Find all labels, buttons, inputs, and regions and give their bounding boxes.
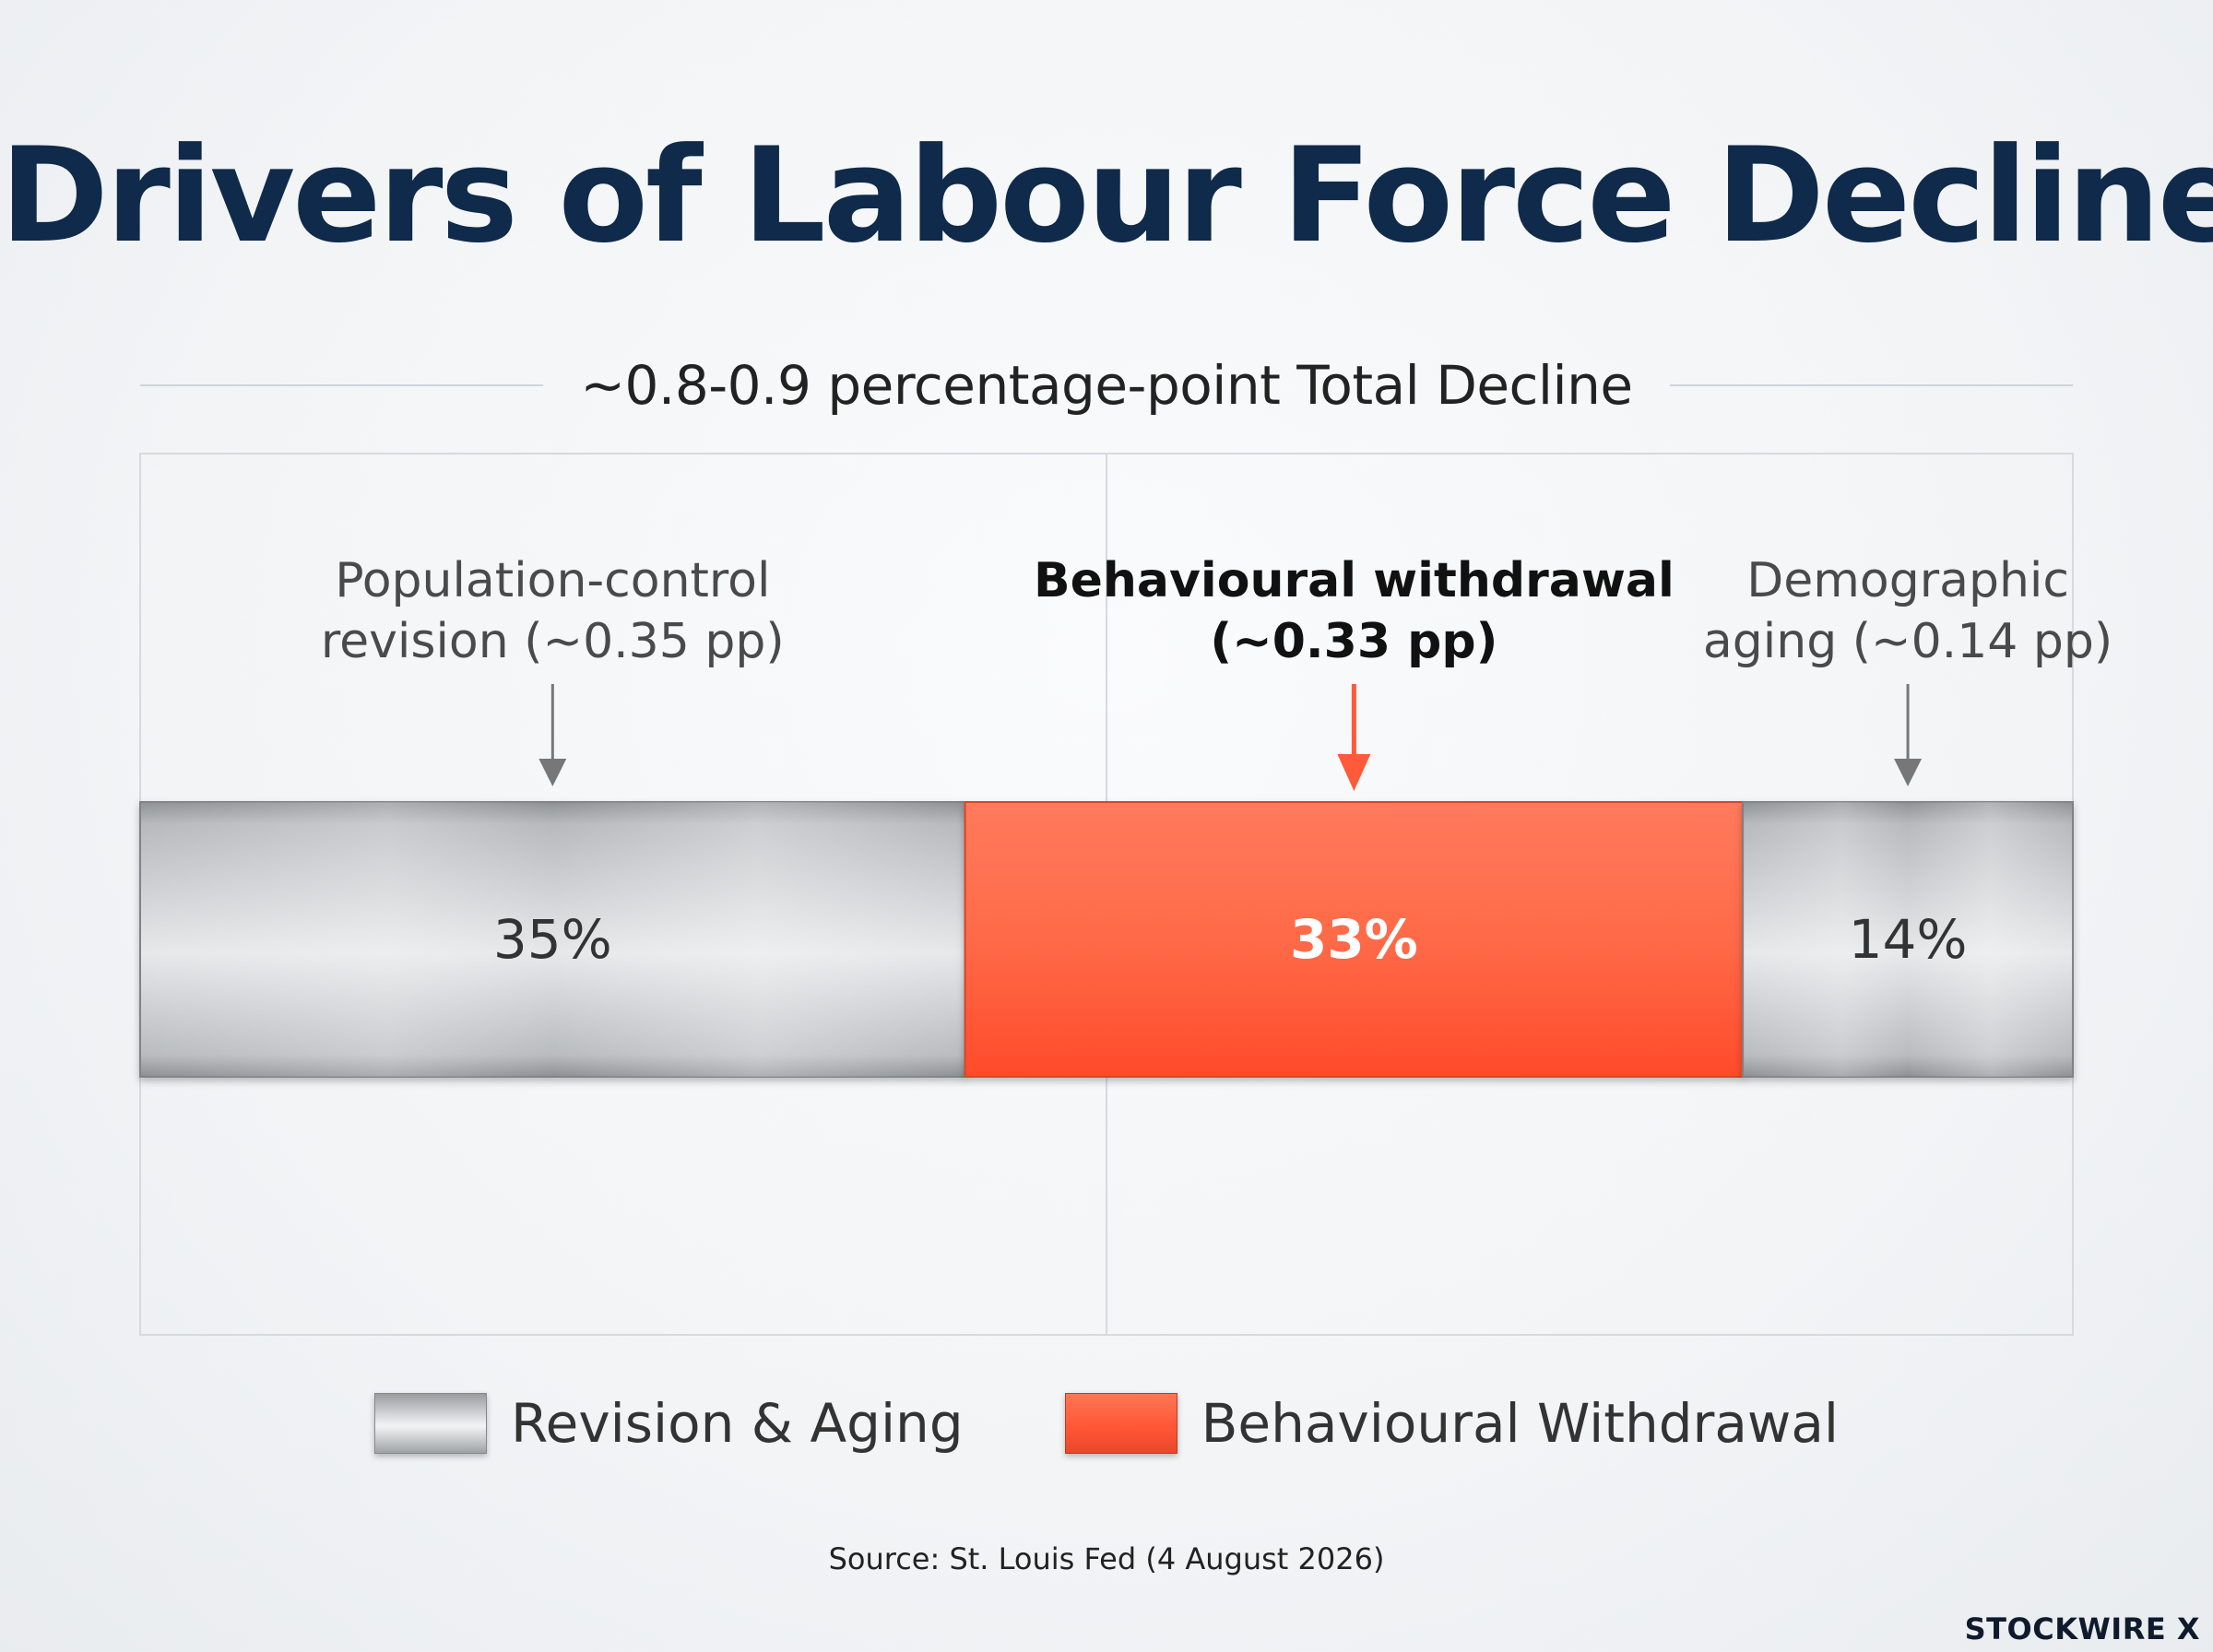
- value-label-revision-aging-0: 35%: [493, 908, 612, 971]
- value-label-behavioural-withdrawal-1: 33%: [1290, 908, 1418, 971]
- legend-swatch-orange: [1064, 1393, 1178, 1454]
- bar-sheen-revision-aging-0: [140, 802, 965, 1077]
- bar-sheen-revision-aging-2: [1743, 802, 2073, 1077]
- annotation-revision-aging-0: Population-control revision (~0.35 pp): [321, 553, 785, 669]
- source-note: Source: St. Louis Fed (4 August 2026): [828, 1541, 1385, 1576]
- subtitle-rule-right: [1669, 384, 2073, 386]
- annotation-revision-aging-2: Demographic aging (~0.14 pp): [1703, 553, 2112, 669]
- legend-label-revision-aging: Revision & Aging: [510, 1392, 964, 1455]
- annotation-behavioural-withdrawal-1: Behavioural withdrawal (~0.33 pp): [1034, 553, 1675, 669]
- subtitle-rule-left: [140, 384, 544, 386]
- value-label-revision-aging-2: 14%: [1849, 908, 1968, 971]
- chart-subtitle: ~0.8-0.9 percentage-point Total Decline: [580, 354, 1633, 417]
- subtitle-row: ~0.8-0.9 percentage-point Total Decline: [140, 348, 2073, 422]
- stacked-bar-chart: 35% Population-control revision (~0.35 pp)…: [139, 453, 2112, 1336]
- legend-label-behavioural: Behavioural Withdrawal: [1201, 1392, 1840, 1455]
- arrow-revision-aging-0: [538, 684, 567, 786]
- arrow-behavioural-withdrawal-1: [1337, 684, 1371, 791]
- legend-swatch-grey: [373, 1393, 487, 1454]
- brand-logo: STOCKWIRE X: [1964, 1611, 2200, 1646]
- legend-item-behavioural: Behavioural Withdrawal: [1064, 1392, 1840, 1455]
- chart-layer: 35% Population-control revision (~0.35 pp)…: [139, 553, 2112, 1078]
- bar-segment-behavioural-withdrawal-1: [964, 801, 1745, 1078]
- legend-item-revision-aging: Revision & Aging: [373, 1392, 964, 1455]
- legend: Revision & Aging Behavioural Withdrawal: [0, 1392, 2213, 1455]
- arrow-revision-aging-2: [1894, 684, 1923, 786]
- page-title: Drivers of Labour Force Decline: [0, 120, 2213, 272]
